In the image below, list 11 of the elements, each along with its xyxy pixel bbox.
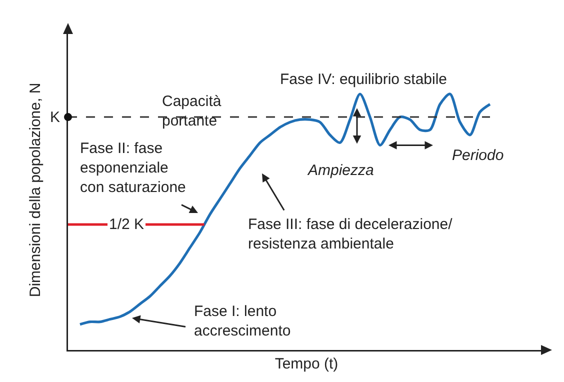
ref-line-label: 1/2 K xyxy=(109,216,144,233)
annotation: Fase II: fase esponenziale con saturazione xyxy=(80,140,186,196)
annotation: Fase III: fase di decelerazione/ resistenza ambientale xyxy=(248,216,454,252)
ref-line-label: K xyxy=(50,109,60,126)
annotation: Capacità portante xyxy=(162,93,222,130)
annotation: Fase I: lento accrescimento xyxy=(194,303,291,340)
annotation: Periodo xyxy=(452,147,504,164)
annotation: Ampiezza xyxy=(307,162,374,179)
y-axis-title: Dimensioni della popolazione, N xyxy=(27,82,44,298)
x-axis-title: Tempo (t) xyxy=(274,355,338,372)
text: Fase IV: equilibrio stabile xyxy=(280,71,448,88)
